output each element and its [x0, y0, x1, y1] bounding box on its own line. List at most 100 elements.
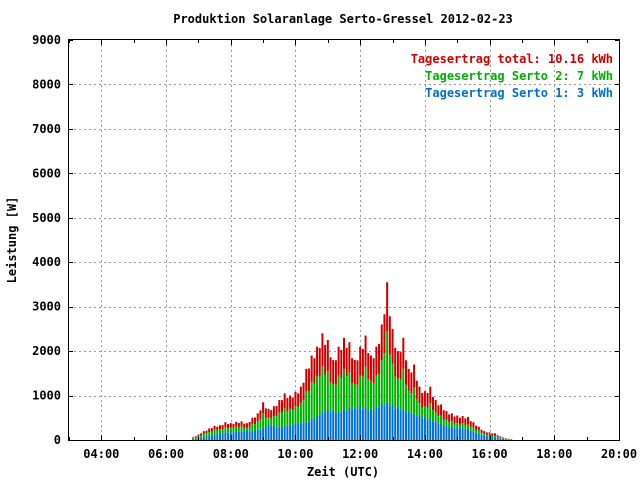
bar-serto2 — [224, 427, 227, 433]
bar-serto2 — [418, 403, 421, 416]
bar-serto2 — [458, 424, 461, 429]
bar-total — [429, 386, 432, 404]
bar-serto2 — [467, 424, 470, 429]
bar-serto1 — [469, 430, 472, 440]
bar-serto2 — [337, 375, 340, 412]
bar-serto1 — [294, 423, 297, 440]
legend-entry-total: Tagesertrag total: 10.16 kWh — [411, 52, 613, 66]
bar-total — [356, 360, 359, 385]
bar-serto2 — [262, 413, 265, 428]
bar-serto1 — [418, 415, 421, 440]
bar-serto2 — [307, 390, 310, 422]
bar-total — [289, 395, 292, 409]
bar-serto1 — [415, 416, 418, 440]
bar-total — [434, 400, 437, 413]
bar-serto1 — [467, 428, 470, 440]
bar-serto1 — [369, 408, 372, 440]
bar-serto1 — [461, 427, 464, 440]
bar-total — [488, 432, 491, 435]
bar-serto1 — [450, 426, 453, 440]
bar-total — [334, 360, 337, 385]
bar-total — [259, 410, 262, 420]
bar-serto1 — [361, 409, 364, 440]
bar-serto1 — [291, 425, 294, 440]
bar-serto1 — [437, 423, 440, 440]
bar-total — [485, 432, 488, 435]
bar-serto2 — [216, 430, 219, 435]
bar-serto1 — [458, 428, 461, 440]
bar-serto1 — [213, 434, 216, 440]
bar-serto2 — [423, 406, 426, 417]
bar-serto1 — [496, 437, 499, 440]
bar-total — [262, 402, 265, 414]
bar-total — [442, 410, 445, 420]
bar-serto1 — [378, 407, 381, 440]
bar-serto1 — [356, 408, 359, 440]
bar-total — [391, 328, 394, 364]
bar-serto2 — [272, 416, 275, 426]
bar-serto2 — [472, 427, 475, 432]
bar-total — [297, 393, 300, 408]
bar-total — [351, 358, 354, 384]
bar-serto1 — [421, 417, 424, 440]
bar-total — [496, 435, 499, 437]
bar-serto2 — [232, 428, 235, 433]
bar-serto1 — [313, 418, 316, 440]
bar-total — [467, 416, 470, 424]
bar-serto1 — [367, 410, 370, 440]
bar-serto1 — [240, 431, 243, 440]
bar-serto2 — [383, 353, 386, 406]
bar-serto1 — [208, 435, 211, 440]
bar-serto1 — [375, 406, 378, 440]
bar-serto2 — [289, 408, 292, 425]
bar-total — [286, 398, 289, 411]
bar-total — [197, 434, 200, 437]
bar-serto1 — [434, 421, 437, 440]
bar-serto2 — [299, 402, 302, 423]
bar-serto1 — [337, 411, 340, 440]
bar-total — [200, 433, 203, 436]
x-tick-label: 20:00 — [601, 447, 637, 461]
bar-serto1 — [310, 418, 313, 440]
bar-serto2 — [280, 412, 283, 428]
bar-serto2 — [491, 435, 494, 437]
bar-serto2 — [205, 433, 208, 437]
legend-entry-serto1: Tagesertrag Serto 1: 3 kWh — [425, 86, 613, 100]
bar-series — [192, 282, 513, 440]
bar-serto2 — [380, 360, 383, 404]
bar-serto1 — [491, 436, 494, 440]
bar-total — [210, 428, 213, 432]
bar-serto2 — [450, 421, 453, 427]
bar-serto2 — [493, 435, 496, 438]
bar-total — [383, 314, 386, 354]
bar-total — [272, 406, 275, 416]
y-axis-label: Leistung [W] — [5, 197, 19, 284]
bar-serto2 — [213, 429, 216, 435]
bar-serto1 — [445, 425, 448, 440]
bar-serto2 — [437, 416, 440, 424]
bar-serto2 — [386, 331, 389, 403]
bar-serto1 — [227, 432, 230, 440]
bar-serto2 — [431, 410, 434, 422]
bar-total — [386, 282, 389, 332]
bar-serto2 — [453, 423, 456, 428]
bar-serto1 — [440, 423, 443, 440]
bar-serto2 — [388, 354, 391, 407]
bar-total — [332, 360, 335, 385]
bar-serto1 — [399, 410, 402, 440]
bar-serto2 — [499, 437, 502, 439]
bar-total — [437, 405, 440, 417]
bar-serto1 — [472, 431, 475, 440]
bar-serto2 — [415, 398, 418, 417]
bar-total — [405, 360, 408, 385]
bar-serto2 — [364, 366, 367, 408]
bar-serto2 — [402, 368, 405, 409]
bar-total — [229, 423, 232, 428]
bar-serto2 — [286, 410, 289, 427]
bar-total — [388, 316, 391, 355]
bar-serto1 — [396, 406, 399, 440]
y-tick-label: 7000 — [32, 122, 61, 136]
bar-serto1 — [429, 417, 432, 440]
bar-serto2 — [429, 403, 432, 418]
bar-serto1 — [442, 425, 445, 440]
